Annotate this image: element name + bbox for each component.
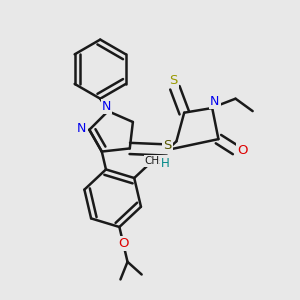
Text: N: N [210, 95, 219, 108]
Text: O: O [237, 144, 247, 158]
Text: CH₃: CH₃ [145, 156, 164, 167]
Text: N: N [77, 122, 86, 135]
Text: H: H [161, 157, 170, 169]
Text: S: S [163, 139, 171, 152]
Text: O: O [118, 237, 128, 250]
Text: N: N [102, 100, 111, 113]
Text: S: S [169, 74, 178, 86]
